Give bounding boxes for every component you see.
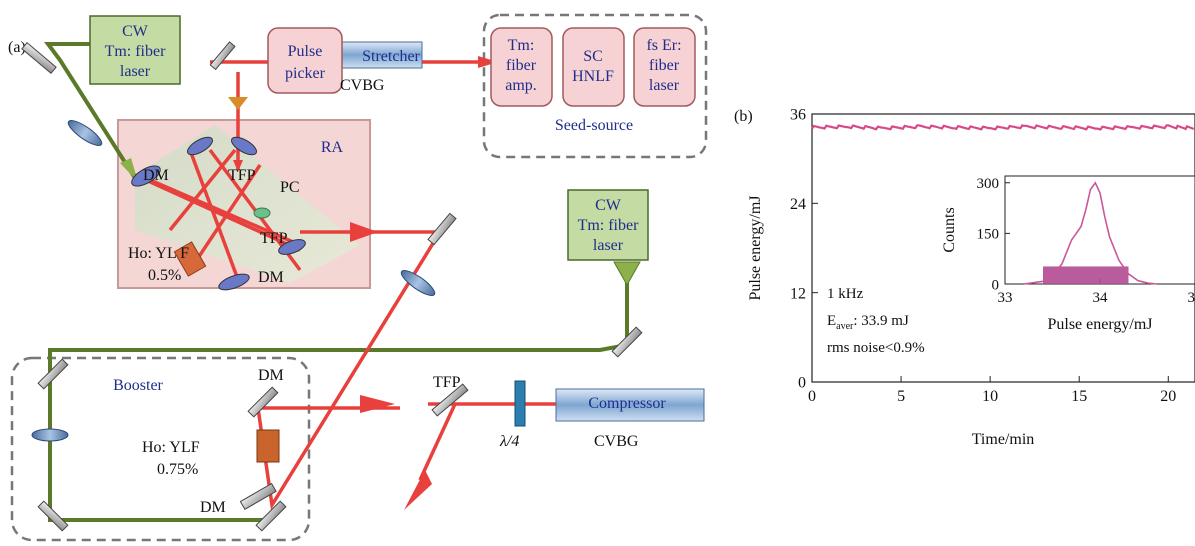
- booster-dm-bottom: DM: [200, 499, 226, 516]
- cw-right-line3: laser: [593, 237, 624, 254]
- booster-label: Booster: [113, 377, 163, 394]
- booster-crystal-line2: 0.75%: [157, 461, 198, 478]
- booster-crystal-line1: Ho: YLF: [142, 439, 200, 456]
- pulse-picker-line2: picker: [285, 65, 326, 82]
- seed-source-box: [482, 13, 708, 159]
- ra-out-arrow: [350, 222, 378, 242]
- seed-box-laser: [633, 27, 696, 107]
- ra-tfp-top: TFP: [228, 167, 256, 184]
- pockels-cell: [253, 207, 271, 219]
- inset-shaded-band: [1043, 266, 1129, 284]
- inset-y-tick-label: 150: [977, 227, 1000, 243]
- inset-x-tick-label: 35: [1188, 290, 1195, 306]
- ra-crystal: [173, 241, 207, 277]
- cw-top-line2: Tm: fiber: [105, 43, 167, 60]
- annotation-noise: rms noise<0.9%: [827, 340, 925, 356]
- booster-crystal: [256, 429, 280, 463]
- inset-distribution-curve: [1023, 181, 1158, 285]
- pulse-picker-box: [267, 27, 343, 94]
- seed-source-label: Seed-source: [555, 117, 633, 134]
- main-y-tick-label: 36: [790, 107, 806, 124]
- pump-beams: [44, 42, 629, 522]
- annotation-rep: 1 kHz: [827, 286, 864, 302]
- ra-in-arrow: [233, 160, 243, 172]
- pulse-picker-line1: Pulse: [288, 43, 323, 60]
- booster-box: [10, 356, 311, 542]
- cw-laser-right-box: [567, 189, 649, 261]
- cw-right-line2: Tm: fiber: [578, 217, 640, 234]
- seed-box-amp: [490, 27, 553, 107]
- main-chart: Pulse energy/mJ Time/min 1 kHz Eaver: 33…: [747, 107, 1195, 448]
- pump-arrow-1: [120, 158, 138, 182]
- ra-dm-bottom: DM: [258, 269, 284, 286]
- seed-amp-line1: Tm:: [508, 37, 535, 54]
- quarter-wave-plate: [514, 380, 526, 427]
- seed-arrow: [478, 56, 498, 68]
- seed-amp-line3: amp.: [505, 77, 537, 94]
- main-x-tick-label: 20: [1160, 388, 1176, 405]
- main-plot-frame: [811, 113, 1195, 383]
- ra-pc: PC: [280, 179, 300, 196]
- stretcher-cvbg: [341, 41, 423, 69]
- seed-amp-line2: fiber: [506, 57, 537, 74]
- main-x-tick-label: 10: [982, 388, 998, 405]
- inset-y-tick-label: 0: [992, 277, 1000, 293]
- inset-x-tick-label: 34: [1093, 290, 1109, 306]
- main-y-tick-label: 24: [790, 196, 806, 213]
- seed-laser-line1: fs Er:: [646, 37, 681, 54]
- cw-right-line1: CW: [595, 197, 622, 214]
- main-series-line: [811, 124, 1195, 131]
- lenses: [31, 120, 436, 442]
- main-x-tick-label: 5: [897, 388, 905, 405]
- ra-tfp-mid: TFP: [260, 230, 288, 247]
- inset-y-label: Counts: [941, 207, 958, 252]
- cw-top-line1: CW: [122, 23, 149, 40]
- main-y-tick-label: 0: [798, 375, 806, 392]
- cw-top-line3: laser: [120, 63, 151, 80]
- seed-laser-line3: laser: [649, 77, 680, 94]
- main-x-label: Time/min: [972, 431, 1035, 448]
- inset-x-tick-label: 33: [998, 290, 1013, 306]
- ra-crystal-line2: 0.5%: [148, 267, 181, 284]
- cw-laser-top-box: [89, 15, 181, 85]
- seed-laser-line2: fiber: [649, 57, 680, 74]
- booster-out-arrow: [360, 395, 395, 413]
- main-x-tick-label: 0: [808, 388, 816, 405]
- compressor-label: Compressor: [588, 395, 666, 412]
- main-y-label: Pulse energy/mJ: [747, 195, 764, 300]
- booster-dm-top: DM: [258, 367, 284, 384]
- main-x-tick-label: 15: [1071, 388, 1087, 405]
- inset-chart: Counts Pulse energy/mJ 33 34 35 0 150 300: [941, 175, 1195, 333]
- main-y-tick-label: 12: [790, 285, 806, 302]
- annotation-eaver: Eaver: 33.9 mJ: [827, 313, 909, 332]
- ra-label: RA: [321, 139, 344, 156]
- seed-hnlf-line1: SC: [583, 48, 603, 65]
- panel-a-label: (a): [8, 39, 26, 56]
- stretcher-sub: CVBG: [340, 77, 385, 94]
- panel-b-label: (b): [734, 108, 753, 125]
- seed-box-hnlf: [562, 27, 625, 107]
- reject-arrow: [404, 470, 432, 510]
- isolator: [228, 97, 248, 110]
- tfp-out: TFP: [433, 374, 461, 391]
- ra-dm-top: DM: [143, 167, 169, 184]
- compressor-sub: CVBG: [594, 433, 639, 450]
- compressor-cvbg: [555, 388, 705, 422]
- inset-x-label: Pulse energy/mJ: [1047, 316, 1152, 333]
- ra-crystal-line1: Ho: YL F: [128, 245, 189, 262]
- stretcher-label: Stretcher: [362, 48, 420, 65]
- mirrors: [21, 41, 643, 532]
- inset-y-tick-label: 300: [977, 176, 1000, 192]
- seed-hnlf-line2: HNLF: [572, 68, 614, 85]
- pump-arrow-2: [613, 261, 641, 287]
- quarter-wave-label: λ/4: [499, 433, 519, 450]
- ra-mirrors: [131, 136, 306, 291]
